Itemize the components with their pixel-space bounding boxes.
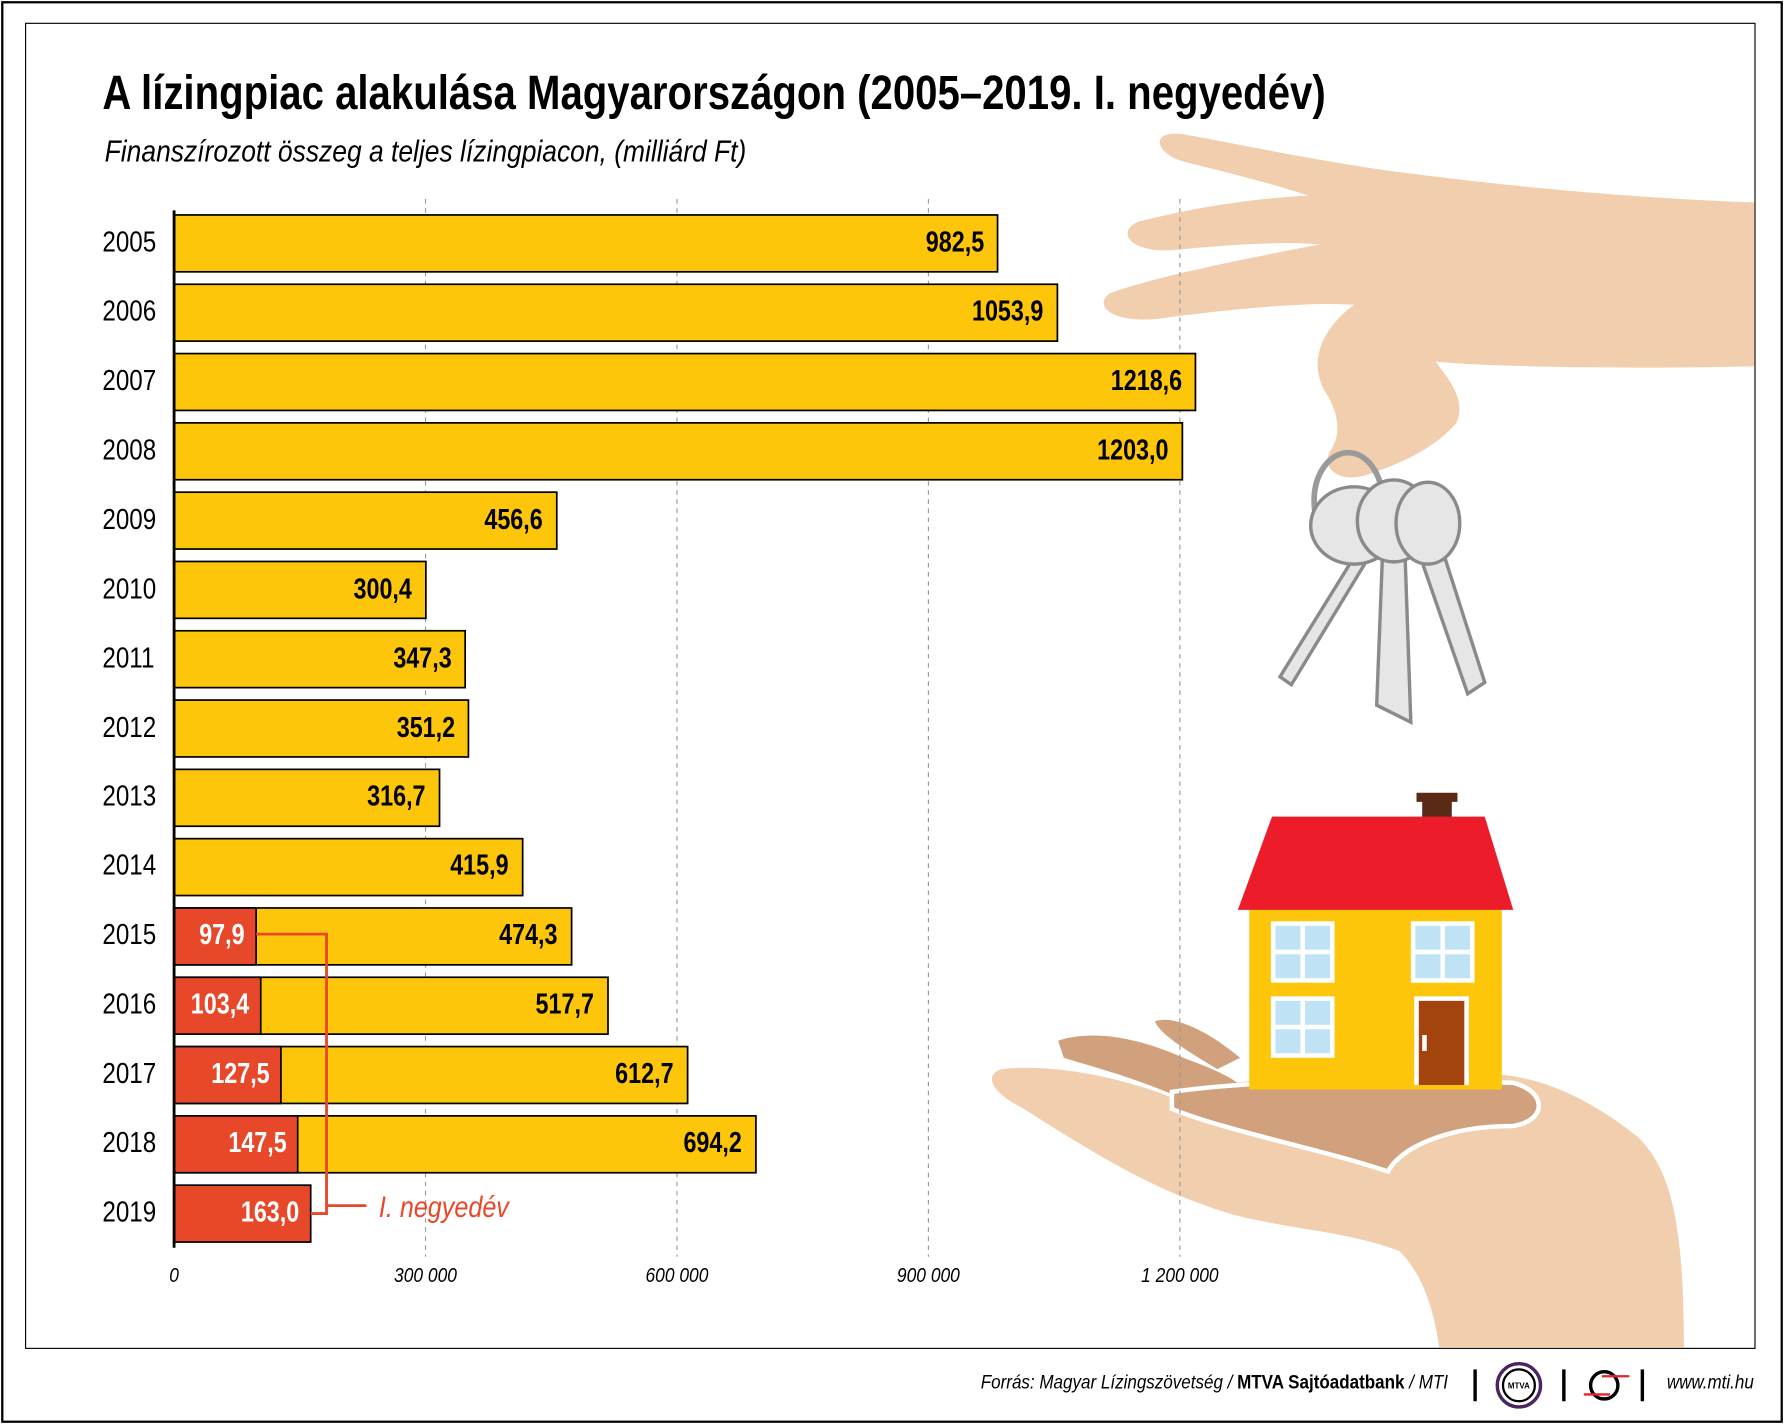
bar-value-label: 103,4 — [190, 988, 250, 1021]
y-tick-label: 2019 — [102, 1196, 157, 1229]
y-tick-label: 2008 — [102, 434, 157, 467]
y-tick-label: 2010 — [102, 572, 157, 605]
y-tick-label: 2005 — [102, 226, 157, 259]
source-suffix: / MTI — [1404, 1371, 1449, 1394]
x-tick-label: 0 — [169, 1263, 179, 1287]
bar-value-label: 163,0 — [240, 1196, 300, 1229]
y-tick-label: 2006 — [102, 295, 157, 328]
chart-title: A lízingpiac alakulása Magyarországon (2… — [102, 65, 1326, 120]
source-bold: MTVA Sajtóadatbank — [1237, 1371, 1405, 1394]
bar-value-label: 612,7 — [615, 1057, 674, 1090]
chart-subtitle: Finanszírozott összeg a teljes lízingpia… — [104, 134, 747, 169]
quarter-bracket — [256, 932, 328, 1216]
divider — [1473, 1369, 1477, 1402]
y-tick-label: 2016 — [102, 988, 157, 1021]
y-tick-label: 2017 — [102, 1057, 157, 1090]
x-tick-label: 1 200 000 — [1141, 1263, 1219, 1287]
x-tick-label: 900 000 — [896, 1263, 960, 1287]
bar-value-label: 1053,9 — [972, 295, 1044, 328]
bar-annual — [173, 491, 558, 550]
annotation-label: I. negyedév — [378, 1189, 509, 1224]
bar-value-label: 456,6 — [484, 503, 544, 536]
divider — [1640, 1369, 1645, 1402]
bar-quarter — [173, 907, 257, 966]
top-hand-illustration — [1103, 133, 1755, 478]
y-tick-label: 2018 — [102, 1127, 157, 1160]
bar-annual — [173, 768, 441, 828]
bar-value-label: 147,5 — [227, 1127, 287, 1160]
y-tick-label: 2012 — [102, 711, 157, 744]
source-credit: Forrás: Magyar Lízingszövetség / MTVA Sa… — [981, 1372, 1448, 1395]
mti-logo — [1583, 1369, 1630, 1401]
x-tick-label: 300 000 — [394, 1263, 457, 1287]
bar-quarter — [173, 976, 262, 1035]
house-illustration — [1237, 792, 1514, 1090]
y-tick-label: 2014 — [102, 850, 157, 882]
bar-value-label: 415,9 — [450, 850, 510, 882]
bar-annual — [173, 560, 427, 620]
y-tick-label: 2015 — [102, 919, 157, 952]
mtva-logo-text: MTVA — [1508, 1382, 1530, 1391]
bar-annual — [173, 214, 999, 273]
bar-quarter — [173, 1115, 299, 1174]
bar-value-label: 300,4 — [353, 572, 413, 605]
mtva-logo — [1495, 1362, 1543, 1409]
footer-logos: MTVA — [1473, 1362, 1645, 1409]
bar-value-label: 97,9 — [199, 919, 245, 952]
bar-quarter — [173, 1045, 282, 1105]
bar-value-label: 351,2 — [396, 711, 455, 744]
bar-value-label: 127,5 — [211, 1057, 270, 1090]
bar-value-label: 316,7 — [367, 780, 426, 813]
bar-annual — [173, 629, 467, 689]
source-prefix: Forrás: Magyar Lízingszövetség / — [980, 1371, 1238, 1394]
keys-illustration — [1277, 449, 1487, 726]
bar-value-label: 694,2 — [683, 1127, 743, 1160]
bar-value-label: 347,3 — [393, 642, 452, 674]
bar-value-label: 1203,0 — [1097, 434, 1169, 467]
x-tick-label: 600 000 — [645, 1263, 709, 1287]
divider — [1562, 1369, 1566, 1402]
bar-annual — [173, 352, 1197, 412]
bar-value-label: 474,3 — [499, 919, 558, 952]
bar-annual — [173, 422, 1184, 481]
bar-annual — [173, 837, 524, 897]
y-tick-label: 2013 — [102, 780, 157, 813]
bar-value-label: 982,5 — [925, 226, 984, 259]
bar-value-label: 1218,6 — [1110, 364, 1182, 397]
y-tick-label: 2007 — [102, 364, 157, 397]
y-tick-label: 2011 — [102, 642, 155, 674]
bottom-hand-illustration — [991, 1019, 1684, 1348]
website-url: www.mti.hu — [1666, 1371, 1754, 1394]
y-tick-label: 2009 — [102, 503, 157, 536]
bar-annual — [173, 699, 470, 758]
inner-frame — [25, 22, 1756, 1349]
bar-value-label: 517,7 — [535, 988, 595, 1021]
